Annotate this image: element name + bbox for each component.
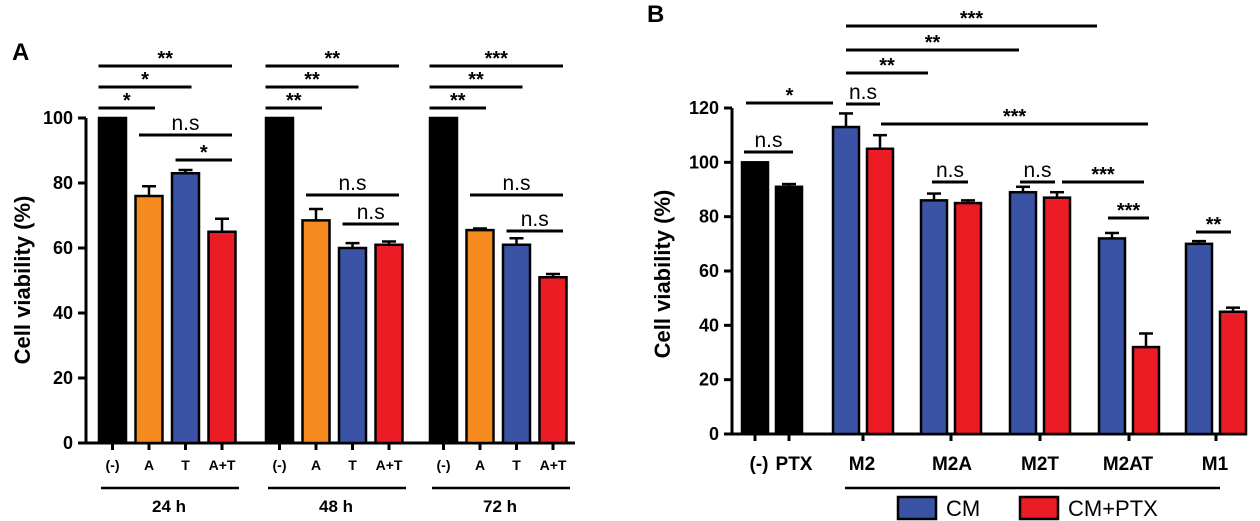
panel-a-group-label: 24 h: [152, 497, 186, 516]
panel-b-y-tick-label: 20: [699, 370, 719, 390]
panel-a-y-tick-label: 100: [43, 108, 73, 128]
panel-a-bar: [207, 230, 237, 445]
panel-b-significance-label: n.s: [754, 129, 782, 152]
panel-a-significance-label: *: [123, 90, 131, 112]
panel-a-bar: [301, 219, 331, 445]
panel-b-bar-cm-ptx: [1131, 345, 1161, 436]
panel-a-y-tick-label: 0: [63, 433, 73, 453]
panel-a-significance-label: n.s: [357, 201, 385, 224]
panel-a-y-tick-label: 40: [53, 303, 73, 323]
panel-a-category-label: A+T: [209, 457, 236, 473]
panel-b-category-label: M2AT: [1103, 454, 1154, 475]
panel-a-significance-label: **: [157, 48, 173, 70]
panel-a-significance-label: ***: [485, 48, 509, 70]
panel-a-significance-label: **: [324, 48, 340, 70]
panel-b-control-bar: [740, 161, 770, 436]
panel-b-significance-label: **: [1206, 214, 1222, 236]
panel-b-significance-label: ***: [1003, 106, 1027, 128]
panel-a-bar: [97, 116, 128, 445]
panel-a-category-label: A+T: [376, 457, 403, 473]
panel-a-bar: [264, 116, 295, 445]
panel-b-significance-label: n.s: [849, 81, 877, 104]
panel-b-significance-label: *: [786, 85, 794, 107]
panel-a-group-label: 72 h: [483, 497, 517, 516]
panel-a-y-tick-label: 80: [53, 173, 73, 193]
panel-a-significance-label: **: [450, 90, 466, 112]
legend-swatch-cm: [896, 495, 938, 521]
panel-a-y-tick-label: 60: [53, 238, 73, 258]
legend-label-cm-ptx: CM+PTX: [1068, 496, 1158, 521]
legend-label-cm: CM: [946, 496, 980, 521]
panel-b-category-label: M2T: [1021, 454, 1059, 475]
panel-b-y-tick-label: 60: [699, 261, 719, 281]
panel-a-bar: [374, 243, 404, 445]
panel-a-category-label: A: [311, 457, 321, 473]
panel-b-y-tick-label: 40: [699, 315, 719, 335]
panel-b-significance-label: ***: [1091, 164, 1115, 186]
panel-b-significance-label: **: [879, 55, 895, 77]
panel-b-bar-cm: [1184, 242, 1214, 436]
panel-a: A Cell viability (%) 0 20 40 60 80 100 (-) A T A+T 2…: [10, 39, 575, 516]
panel-b-category-label: M1: [1202, 454, 1229, 475]
panel-a-category-label: (-): [106, 457, 120, 473]
panel-b-bar-cm: [919, 199, 949, 436]
panel-b-bar-cm-ptx: [865, 147, 895, 436]
panel-b-significance-label: ***: [1117, 200, 1141, 222]
panel-b-significance-label: n.s: [1023, 159, 1051, 182]
panel-a-bar: [538, 276, 568, 445]
panel-b-y-axis-label: Cell viability (%): [650, 190, 675, 359]
panel-b-significance-label: n.s: [936, 159, 964, 182]
panel-a-bar: [465, 228, 495, 445]
panel-b-bar-cm-ptx: [953, 201, 983, 436]
panel-a-significance-label: n.s: [171, 112, 199, 135]
panel-b-bar-cm-ptx: [1218, 310, 1248, 436]
panel-b-bar-cm-ptx: [1042, 196, 1072, 436]
panel-a-category-label: A: [144, 457, 154, 473]
panel-b-category-label: M2: [849, 454, 875, 475]
panel-a-category-label: A: [475, 457, 485, 473]
panel-a-letter: A: [12, 39, 29, 66]
panel-a-bar: [501, 243, 532, 445]
panel-a-significance-label: *: [141, 69, 149, 91]
panel-a-bar: [337, 246, 368, 445]
panel-a-significance-label: n.s: [338, 172, 366, 195]
panel-a-category-label: (-): [273, 457, 287, 473]
panel-b-bar-cm: [1008, 190, 1038, 436]
panel-a-bar: [428, 116, 459, 445]
panel-b-y-tick-label: 120: [689, 98, 719, 118]
panel-b-significance-label: **: [925, 32, 941, 54]
panel-b-y-tick-label: 80: [699, 207, 719, 227]
panel-b-y-tick-label: 100: [689, 152, 719, 172]
panel-a-significance-label: **: [468, 69, 484, 91]
panel-a-category-label: (-): [437, 457, 451, 473]
panel-a-category-label: T: [512, 457, 521, 473]
panel-a-y-tick-label: 20: [53, 368, 73, 388]
panel-a-y-axis-label: Cell viability (%): [10, 196, 35, 365]
panel-a-significance-label: **: [286, 90, 302, 112]
panel-b-category-label: PTX: [776, 454, 813, 475]
panel-a-significance-label: n.s: [521, 208, 549, 231]
panel-b-bar-cm: [831, 125, 861, 436]
panel-a-category-label: T: [181, 457, 190, 473]
panel-a-category-label: A+T: [540, 457, 567, 473]
panel-b-category-label: M2A: [932, 454, 972, 475]
panel-b-y-tick-label: 0: [709, 424, 719, 444]
panel-a-bar: [134, 194, 164, 445]
panel-b: B Cell viability (%) 0 20 40 60 80 100 120 (-) PTX…: [647, 1, 1248, 521]
panel-a-significance-label: n.s: [502, 172, 530, 195]
panel-a-significance-label: *: [200, 142, 208, 164]
panel-b-control-bar: [774, 185, 804, 436]
panel-b-letter: B: [647, 1, 664, 28]
panel-b-category-label: (-): [750, 454, 769, 475]
panel-a-bar: [170, 172, 201, 445]
legend-swatch-cm-ptx: [1018, 495, 1060, 521]
panel-b-significance-label: ***: [960, 8, 984, 30]
panel-b-bar-cm: [1097, 237, 1127, 436]
panel-a-significance-label: **: [304, 69, 320, 91]
panel-a-category-label: T: [348, 457, 357, 473]
panel-a-group-label: 48 h: [319, 497, 353, 516]
